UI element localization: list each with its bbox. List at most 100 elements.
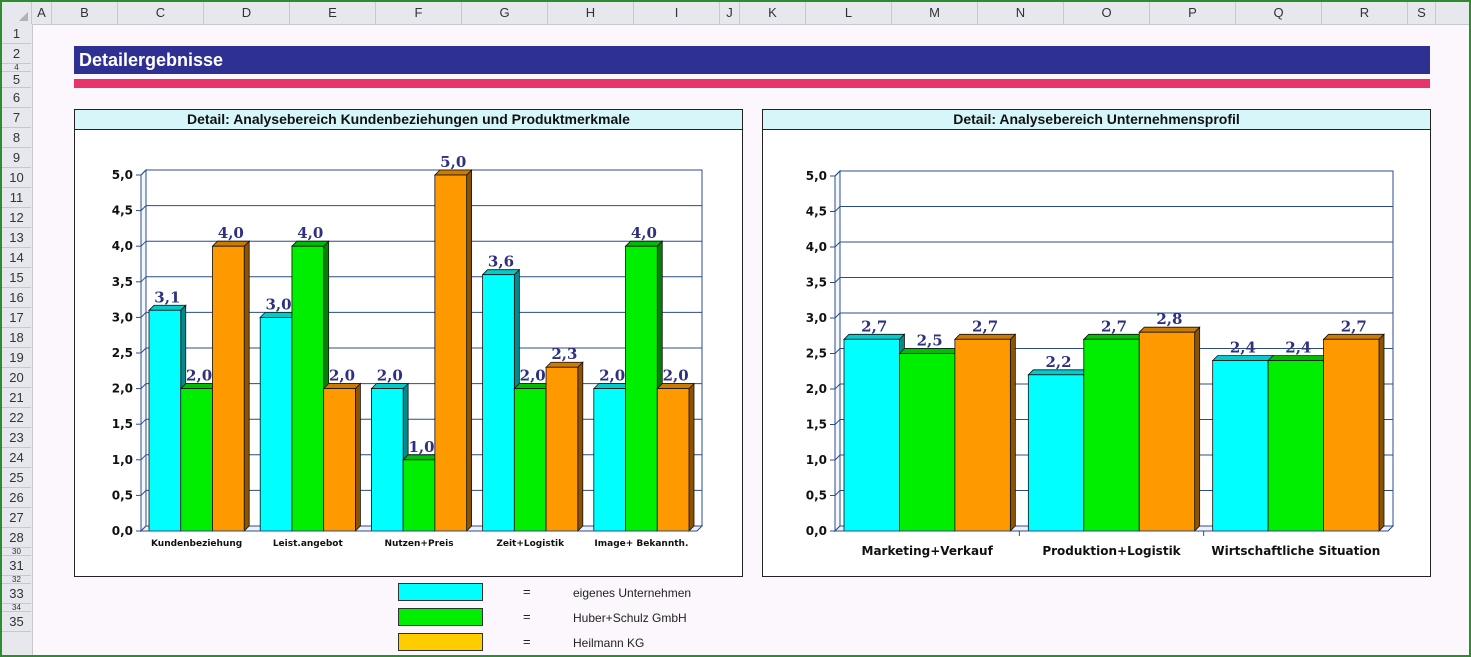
legend-label-huber: Huber+Schulz GmbH xyxy=(573,611,687,625)
y-tick-label: 1,5 xyxy=(112,417,133,431)
data-label: 2,0 xyxy=(377,367,403,385)
gridline-side xyxy=(834,383,841,390)
row-header-25[interactable]: 25 xyxy=(2,468,31,488)
row-header-17[interactable]: 17 xyxy=(2,308,31,328)
row-header-2[interactable]: 2 xyxy=(2,44,31,64)
row-header-19[interactable]: 19 xyxy=(2,348,31,368)
data-label: 1,0 xyxy=(408,438,434,456)
column-header-o[interactable]: O xyxy=(1064,2,1150,24)
row-header-10[interactable]: 10 xyxy=(2,168,31,188)
column-header-s[interactable]: S xyxy=(1408,2,1436,24)
y-tick-label: 0,5 xyxy=(806,489,827,503)
gridline-side xyxy=(140,347,147,354)
column-header-f[interactable]: F xyxy=(376,2,462,24)
row-header-13[interactable]: 13 xyxy=(2,228,31,248)
row-header-16[interactable]: 16 xyxy=(2,288,31,308)
chart-customer-product[interactable]: Detail: Analysebereich Kundenbeziehungen… xyxy=(74,109,743,577)
column-header-i[interactable]: I xyxy=(634,2,720,24)
row-header-8[interactable]: 8 xyxy=(2,128,31,148)
x-tick-label: Leist.angebot xyxy=(273,539,344,549)
data-label: 2,5 xyxy=(917,332,943,350)
column-header-d[interactable]: D xyxy=(204,2,290,24)
y-tick-label: 5,0 xyxy=(112,168,133,182)
column-header-b[interactable]: B xyxy=(52,2,118,24)
row-header-21[interactable]: 21 xyxy=(2,388,31,408)
bar xyxy=(434,174,468,532)
gridline-side xyxy=(834,241,841,248)
row-header-6[interactable]: 6 xyxy=(2,88,31,108)
row-header-9[interactable]: 9 xyxy=(2,148,31,168)
gridline-side xyxy=(140,240,147,247)
row-header-5[interactable]: 5 xyxy=(2,72,31,88)
column-header-j[interactable]: J xyxy=(720,2,740,24)
bar xyxy=(656,388,690,532)
row-header-18[interactable]: 18 xyxy=(2,328,31,348)
column-header-h[interactable]: H xyxy=(548,2,634,24)
row-header-32[interactable]: 32 xyxy=(2,576,31,584)
row-header-20[interactable]: 20 xyxy=(2,368,31,388)
column-header-p[interactable]: P xyxy=(1150,2,1236,24)
column-header-l[interactable]: L xyxy=(806,2,892,24)
data-label: 2,7 xyxy=(861,317,887,335)
row-header-1[interactable]: 1 xyxy=(2,24,31,44)
row-header-34[interactable]: 34 xyxy=(2,604,31,612)
gridline-side xyxy=(834,206,841,212)
bar xyxy=(291,245,325,532)
row-header-33[interactable]: 33 xyxy=(2,584,31,604)
column-header-c[interactable]: C xyxy=(118,2,204,24)
row-header-22[interactable]: 22 xyxy=(2,408,31,428)
chart-title: Detail: Analysebereich Unternehmensprofi… xyxy=(763,110,1430,130)
x-tick-label: Image+ Bekannth. xyxy=(594,539,688,549)
y-tick-label: 4,0 xyxy=(112,239,133,253)
y-tick-label: 3,0 xyxy=(112,310,133,324)
chart-company-profile[interactable]: Detail: Analysebereich Unternehmensprofi… xyxy=(762,109,1431,577)
column-header-e[interactable]: E xyxy=(290,2,376,24)
row-header-23[interactable]: 23 xyxy=(2,428,31,448)
column-header-k[interactable]: K xyxy=(740,2,806,24)
page-title: Detailergebnisse xyxy=(74,46,1430,74)
x-tick-label: Marketing+Verkauf xyxy=(862,544,994,558)
row-header-bar: 1 2 4 5 6 7 8 9 10 11 12 13 14 15 16 17 18 19 20 21 22 23 24 25… xyxy=(2,24,33,655)
bar-side xyxy=(466,169,473,532)
y-tick-label: 0,0 xyxy=(112,524,133,538)
row-header-12[interactable]: 12 xyxy=(2,208,31,228)
y-tick-label: 2,0 xyxy=(806,382,827,396)
row-header-26[interactable]: 26 xyxy=(2,488,31,508)
gridline-side xyxy=(834,490,841,496)
bar-side xyxy=(1378,333,1385,532)
row-header-11[interactable]: 11 xyxy=(2,188,31,208)
data-label: 2,7 xyxy=(1101,317,1127,335)
gridline-side xyxy=(140,454,147,461)
row-header-27[interactable]: 27 xyxy=(2,508,31,528)
bar xyxy=(482,274,515,532)
data-label: 2,4 xyxy=(1285,339,1311,357)
y-tick-label: 4,5 xyxy=(806,205,827,219)
bar-side xyxy=(354,382,361,532)
row-header-14[interactable]: 14 xyxy=(2,248,31,268)
data-label: 2,8 xyxy=(1156,310,1182,328)
column-header-n[interactable]: N xyxy=(978,2,1064,24)
row-header-35[interactable]: 35 xyxy=(2,612,31,632)
row-header-7[interactable]: 7 xyxy=(2,108,31,128)
select-all-corner[interactable] xyxy=(2,2,32,24)
column-header-m[interactable]: M xyxy=(892,2,978,24)
row-header-30[interactable]: 30 xyxy=(2,548,31,556)
row-header-4[interactable]: 4 xyxy=(2,64,31,72)
data-label: 3,6 xyxy=(488,253,514,271)
row-header-24[interactable]: 24 xyxy=(2,448,31,468)
row-header-28[interactable]: 28 xyxy=(2,528,31,548)
bar-side xyxy=(1194,326,1201,532)
column-header-r[interactable]: R xyxy=(1322,2,1408,24)
legend-swatch-heilmann xyxy=(398,633,483,651)
bar xyxy=(323,388,356,532)
column-header-a[interactable]: A xyxy=(32,2,52,24)
bar xyxy=(1083,338,1140,532)
column-header-g[interactable]: G xyxy=(462,2,548,24)
column-header-q[interactable]: Q xyxy=(1236,2,1322,24)
x-tick-label: Nutzen+Preis xyxy=(384,539,453,549)
row-header-15[interactable]: 15 xyxy=(2,268,31,288)
data-label: 2,2 xyxy=(1046,353,1072,371)
data-label: 4,0 xyxy=(297,224,323,242)
row-header-31[interactable]: 31 xyxy=(2,556,31,576)
